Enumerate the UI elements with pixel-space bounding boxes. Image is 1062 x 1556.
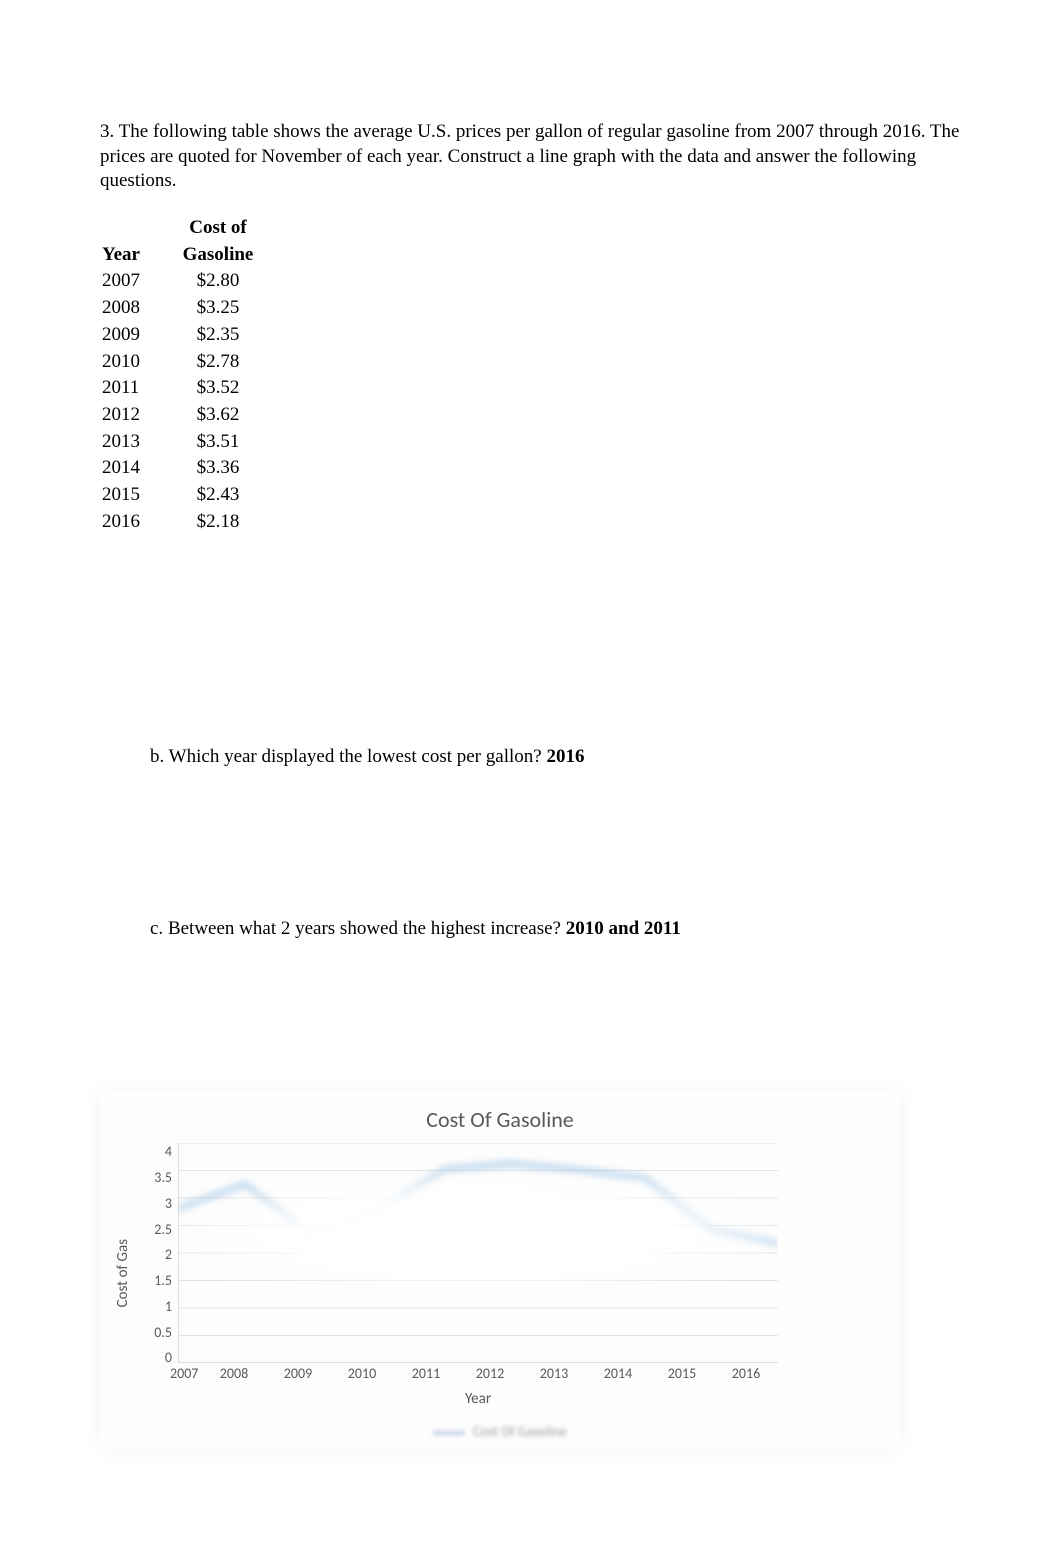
y-axis-label: Cost of Gas: [110, 1239, 136, 1307]
page: 3. The following table shows the average…: [0, 0, 1062, 1510]
table-row: 2010$2.78: [102, 350, 272, 375]
y-tick: 0: [136, 1351, 172, 1365]
sub-question-b: b. Which year displayed the lowest cost …: [150, 746, 962, 768]
cell-year: 2015: [102, 483, 166, 508]
y-tick: 2: [136, 1248, 172, 1262]
table-row: 2014$3.36: [102, 456, 272, 481]
table-row: 2016$2.18: [102, 510, 272, 535]
sub-b-text: Which year displayed the lowest cost per…: [169, 746, 547, 767]
table-row: 2011$3.52: [102, 376, 272, 401]
sub-question-c: c. Between what 2 years showed the highe…: [150, 918, 962, 940]
x-axis-label: Year: [178, 1390, 778, 1408]
cell-cost: $2.43: [168, 483, 272, 508]
cell-year: 2011: [102, 376, 166, 401]
cell-year: 2008: [102, 296, 166, 321]
sub-c-text: Between what 2 years showed the highest …: [168, 918, 566, 939]
table-row: 2007$2.80: [102, 269, 272, 294]
table-row: 2012$3.62: [102, 403, 272, 428]
question-intro: 3. The following table shows the average…: [100, 120, 962, 194]
legend-label: Cost Of Gasoline: [473, 1423, 567, 1440]
cell-cost: $3.62: [168, 403, 272, 428]
legend-swatch: [433, 1431, 465, 1435]
blur-overlay: [178, 1173, 778, 1293]
cell-year: 2014: [102, 456, 166, 481]
y-tick: 1: [136, 1300, 172, 1314]
cell-year: 2016: [102, 510, 166, 535]
chart-body: Cost of Gas 43.532.521.510.50 2007200820…: [110, 1143, 890, 1403]
x-tick: 2012: [458, 1365, 522, 1382]
x-tick: 2016: [714, 1365, 778, 1382]
y-tick: 4: [136, 1145, 172, 1159]
x-tick: 2008: [202, 1365, 266, 1382]
x-ticks: 2007200820092010201120122013201420152016: [178, 1365, 778, 1382]
sub-c-prefix: c.: [150, 918, 163, 939]
y-tick: 3.5: [136, 1171, 172, 1185]
chart-legend: Cost Of Gasoline: [110, 1423, 890, 1440]
cell-year: 2013: [102, 430, 166, 455]
question-number: 3.: [100, 121, 114, 142]
y-tick: 1.5: [136, 1274, 172, 1288]
table-row: 2008$3.25: [102, 296, 272, 321]
cell-cost: $3.52: [168, 376, 272, 401]
cell-year: 2007: [102, 269, 166, 294]
table-row: 2009$2.35: [102, 323, 272, 348]
cell-cost: $3.51: [168, 430, 272, 455]
x-tick: 2015: [650, 1365, 714, 1382]
y-tick: 2.5: [136, 1223, 172, 1237]
chart-card: Cost Of Gasoline Cost of Gas 4 3.5 3 2.5 2 1.…: [100, 1090, 900, 1450]
table-row: 2013$3.51: [102, 430, 272, 455]
x-tick: 2007: [170, 1365, 202, 1382]
sub-b-answer: 2016: [546, 746, 584, 767]
cell-cost: $3.25: [168, 296, 272, 321]
x-tick: 2011: [394, 1365, 458, 1382]
spacer: [100, 536, 962, 746]
cell-year: 2010: [102, 350, 166, 375]
y-tick: 3: [136, 1197, 172, 1211]
cell-cost: $2.35: [168, 323, 272, 348]
cell-cost: $2.18: [168, 510, 272, 535]
cell-cost: $3.36: [168, 456, 272, 481]
col-header-year: Year: [102, 216, 166, 267]
plot-wrap: 2007200820092010201120122013201420152016…: [172, 1143, 890, 1403]
x-tick: 2009: [266, 1365, 330, 1382]
plot-area: [178, 1143, 778, 1363]
gasoline-table: Year Cost of Gasoline 2007$2.802008$3.25…: [100, 214, 274, 536]
cell-cost: $2.80: [168, 269, 272, 294]
y-tick: 0.5: [136, 1326, 172, 1340]
x-tick: 2014: [586, 1365, 650, 1382]
question-text: The following table shows the average U.…: [100, 121, 959, 191]
table-row: 2015$2.43: [102, 483, 272, 508]
cell-year: 2012: [102, 403, 166, 428]
sub-b-prefix: b.: [150, 746, 164, 767]
col-header-cost-1: Cost of: [168, 216, 272, 241]
x-tick: 2013: [522, 1365, 586, 1382]
cell-cost: $2.78: [168, 350, 272, 375]
chart-title: Cost Of Gasoline: [110, 1106, 890, 1133]
sub-c-answer: 2010 and 2011: [566, 918, 681, 939]
table-body: 2007$2.802008$3.252009$2.352010$2.782011…: [102, 269, 272, 534]
col-header-cost-2: Gasoline: [168, 243, 272, 268]
cell-year: 2009: [102, 323, 166, 348]
x-tick: 2010: [330, 1365, 394, 1382]
y-ticks: 4 3.5 3 2.5 2 1.5 1 0.5 0: [136, 1143, 172, 1365]
